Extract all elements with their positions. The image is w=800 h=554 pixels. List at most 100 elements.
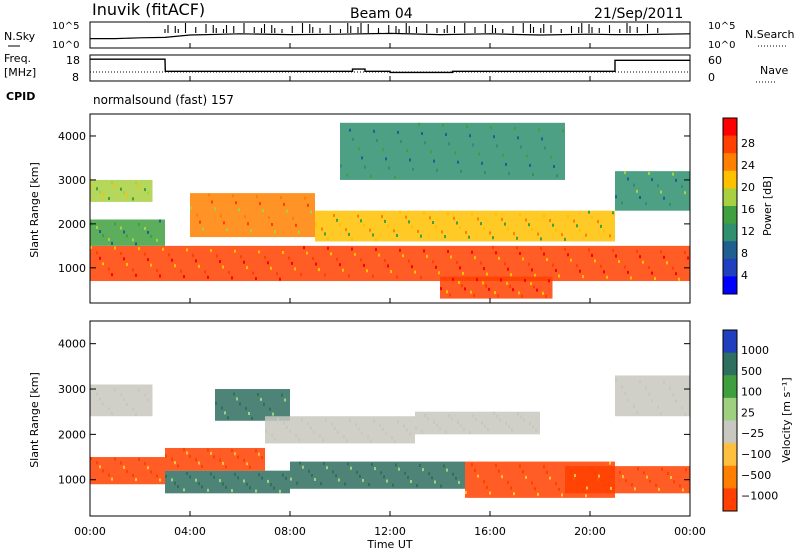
- heatmap-speck: [436, 168, 438, 172]
- heatmap-speck: [504, 222, 506, 226]
- heatmap-speck: [627, 177, 629, 181]
- heatmap-speck: [480, 222, 482, 226]
- heatmap-speck: [531, 481, 533, 485]
- heatmap-speck: [529, 422, 531, 426]
- heatmap-speck: [162, 247, 164, 251]
- heatmap-speck: [333, 214, 335, 217]
- heatmap-speck: [383, 475, 385, 479]
- heatmap-speck: [195, 478, 197, 482]
- heatmap-speck: [483, 226, 485, 230]
- heatmap-speck: [609, 461, 611, 465]
- x-tick-label: 00:00: [74, 525, 106, 538]
- heatmap-speck: [234, 249, 236, 253]
- heatmap-speck: [186, 472, 188, 475]
- power-panel: 1000 2000 3000 4000 Slant Range [km]: [28, 113, 691, 304]
- heatmap-speck: [457, 420, 459, 424]
- heatmap-speck: [576, 224, 578, 228]
- heatmap-speck: [612, 211, 614, 215]
- heatmap-speck: [484, 171, 486, 174]
- velocity-colorbar-cell: [723, 420, 737, 444]
- heatmap-speck: [355, 423, 357, 427]
- heatmap-speck: [543, 465, 545, 469]
- heatmap-speck: [516, 236, 518, 240]
- heatmap-speck: [165, 475, 167, 478]
- heatmap-speck: [340, 164, 342, 168]
- power-colorbar-tick: 16: [741, 203, 755, 216]
- heatmap-speck: [258, 250, 260, 254]
- heatmap-speck: [291, 261, 293, 265]
- heatmap-speck: [102, 402, 104, 406]
- heatmap-speck: [579, 229, 581, 232]
- power-colorbar-tick: 28: [741, 137, 755, 150]
- heatmap-speck: [498, 469, 500, 473]
- heatmap-speck: [96, 226, 98, 229]
- heatmap-speck: [621, 385, 623, 389]
- velocity-colorbar-cell: [723, 330, 737, 354]
- heatmap-speck: [548, 279, 550, 283]
- heatmap-speck: [464, 287, 466, 291]
- heatmap-speck: [303, 246, 305, 250]
- heatmap-speck: [283, 421, 285, 425]
- nsky-series-line: [90, 32, 691, 40]
- heatmap-speck: [427, 417, 429, 421]
- heatmap-speck: [603, 229, 605, 233]
- heatmap-speck: [300, 272, 302, 276]
- x-tick-label: 12:00: [374, 525, 406, 538]
- heatmap-speck: [392, 483, 394, 487]
- heatmap-speck: [452, 472, 454, 476]
- heatmap-speck: [263, 402, 265, 406]
- heatmap-speck: [120, 393, 122, 397]
- heatmap-speck: [260, 397, 262, 401]
- heatmap-speck: [624, 171, 626, 175]
- heatmap-speck: [521, 294, 523, 298]
- heatmap-speck: [156, 238, 158, 242]
- heatmap-speck: [459, 226, 461, 230]
- heatmap-speck: [132, 407, 134, 411]
- heatmap-speck: [495, 251, 497, 255]
- heatmap-speck: [418, 122, 420, 126]
- heatmap-speck: [239, 402, 241, 406]
- heatmap-speck: [435, 225, 437, 229]
- heatmap-speck: [338, 478, 340, 482]
- heatmap-speck: [639, 196, 641, 199]
- heatmap-speck: [471, 212, 473, 216]
- heatmap-speck: [391, 436, 393, 440]
- heatmap-speck: [159, 274, 161, 278]
- y-tick-label: 3000: [58, 383, 86, 396]
- heatmap-speck: [302, 465, 304, 469]
- heatmap-speck: [213, 475, 215, 479]
- heatmap-speck: [296, 481, 298, 485]
- heatmap-speck: [108, 407, 110, 411]
- heatmap-speck: [245, 407, 247, 411]
- heatmap-speck: [249, 486, 251, 490]
- heatmap-speck: [219, 458, 221, 462]
- heatmap-speck: [126, 194, 128, 198]
- heatmap-speck: [633, 183, 635, 187]
- heatmap-speck: [363, 263, 365, 267]
- heatmap-speck: [494, 291, 496, 295]
- heatmap-speck: [470, 290, 472, 294]
- heatmap-speck: [406, 428, 408, 432]
- heatmap-speck: [465, 231, 467, 234]
- heatmap-speck: [411, 225, 413, 229]
- heatmap-speck: [456, 261, 458, 264]
- heatmap-speck: [270, 483, 272, 487]
- heatmap-speck: [636, 249, 638, 253]
- heatmap-speck: [339, 223, 341, 227]
- heatmap-band: [165, 470, 290, 494]
- heatmap-speck: [493, 135, 495, 139]
- heatmap-speck: [385, 432, 387, 435]
- power-colorbar-label: Power [dB]: [761, 176, 774, 236]
- velocity-ylabel: Slant Range [km]: [28, 372, 41, 468]
- heatmap-speck: [108, 473, 110, 477]
- heatmap-speck: [147, 398, 149, 402]
- heatmap-speck: [243, 479, 245, 483]
- heatmap-speck: [570, 258, 572, 262]
- velocity-colorbar-tick: −1000: [741, 490, 778, 503]
- heatmap-speck: [474, 256, 476, 260]
- heatmap-speck: [505, 162, 507, 166]
- heatmap-speck: [473, 293, 475, 297]
- heatmap-speck: [513, 492, 515, 496]
- power-colorbar-tick: 20: [741, 181, 755, 194]
- heatmap-speck: [290, 477, 292, 481]
